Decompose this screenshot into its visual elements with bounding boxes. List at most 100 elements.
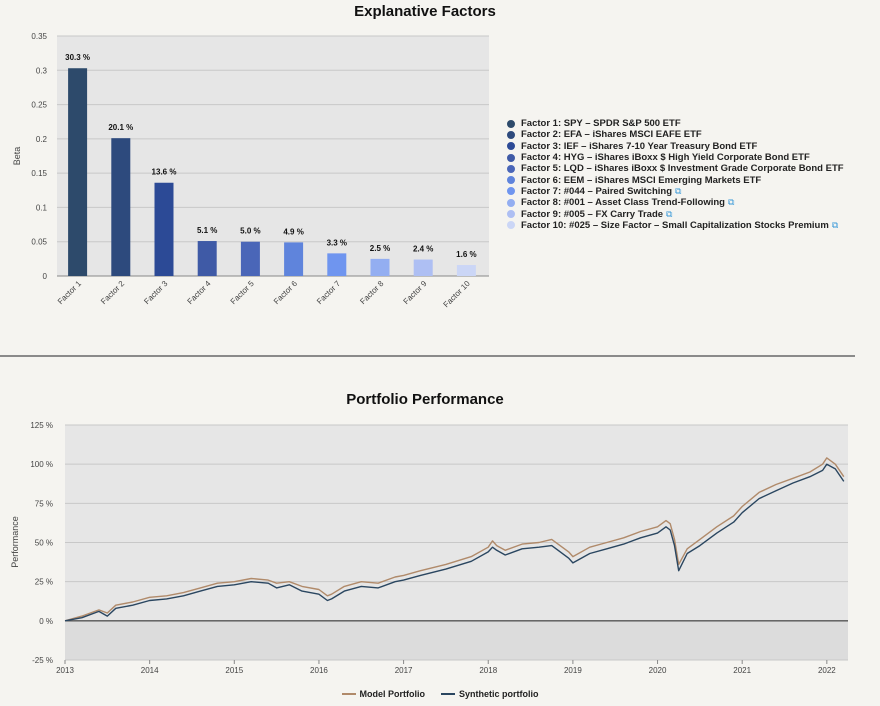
bar-data-label: 5.1 % xyxy=(197,226,217,235)
legend-label: Factor 9: #005 – FX Carry Trade xyxy=(521,208,664,220)
bar-data-labels: 30.3 % 20.1 % 13.6 % 5.1 % 5.0 % 4.9 % 3.3 % 2.… xyxy=(65,53,476,259)
line-y-tick-label: 100 % xyxy=(30,460,53,469)
bar-y-tick-label: 0.35 xyxy=(31,32,47,41)
legend-item-factor-10[interactable]: Factor 10: #025 – Size Factor – Small Ca… xyxy=(507,220,844,231)
legend-dot-icon xyxy=(507,142,515,151)
legend-label-synthetic: Synthetic portfolio xyxy=(459,689,539,699)
bar-factor-6[interactable] xyxy=(284,242,304,276)
legend-item-factor-6[interactable]: Factor 6: EEM – iShares MSCI Emerging Ma… xyxy=(507,174,844,186)
section-divider xyxy=(0,355,855,357)
line-x-tick-label: 2016 xyxy=(310,666,328,675)
legend-item-factor-9[interactable]: Factor 9: #005 – FX Carry Trade ⧉ xyxy=(507,208,844,220)
legend-label: Factor 7: #044 – Paired Switching xyxy=(521,185,672,197)
line-x-tick-label: 2018 xyxy=(479,666,497,675)
factor-legend: Factor 1: SPY – SPDR S&P 500 ETF Factor 2… xyxy=(507,118,844,231)
legend-dot-icon xyxy=(507,153,515,162)
line-x-tick-label: 2021 xyxy=(733,666,751,675)
legend-label: Factor 8: #001 – Asset Class Trend-Follo… xyxy=(521,197,725,209)
bar-data-label: 4.9 % xyxy=(283,227,303,236)
bar-y-axis-title: Beta xyxy=(12,147,22,166)
bar-data-label: 2.5 % xyxy=(370,244,390,253)
bar-y-tick-label: 0.05 xyxy=(31,238,47,247)
bar-data-label: 5.0 % xyxy=(240,227,260,236)
line-x-tick-label: 2013 xyxy=(56,666,74,675)
line-y-tick-label: 125 % xyxy=(30,421,53,430)
bar-data-label: 20.1 % xyxy=(108,123,133,132)
legend-item-model-portfolio[interactable]: Model Portfolio xyxy=(341,689,426,699)
bar-y-tick-label: 0.15 xyxy=(31,169,47,178)
legend-item-factor-2[interactable]: Factor 2: EFA – iShares MSCI EAFE ETF xyxy=(507,129,844,140)
legend-label: Factor 4: HYG – iShares iBoxx $ High Yie… xyxy=(521,152,810,164)
line-x-tick-label: 2022 xyxy=(818,666,836,675)
legend-swatch-synthetic xyxy=(441,693,455,695)
external-link-icon[interactable]: ⧉ xyxy=(727,197,735,208)
bar-y-tick-label: 0.2 xyxy=(36,135,48,144)
line-y-tick-label: 75 % xyxy=(35,499,53,508)
bar-factor-9[interactable] xyxy=(413,259,433,276)
bar-factor-3[interactable] xyxy=(154,182,174,276)
legend-label: Factor 3: IEF – iShares 7-10 Year Treasu… xyxy=(521,140,758,152)
line-x-tick-label: 2019 xyxy=(564,666,582,675)
line-x-tick-label: 2020 xyxy=(649,666,667,675)
legend-dot-icon xyxy=(507,198,515,207)
bar-factor-8[interactable] xyxy=(370,258,390,276)
legend-item-factor-1[interactable]: Factor 1: SPY – SPDR S&P 500 ETF xyxy=(507,118,844,129)
external-link-icon[interactable]: ⧉ xyxy=(675,185,682,196)
legend-label: Factor 2: EFA – iShares MSCI EAFE ETF xyxy=(521,129,702,141)
legend-dot-icon xyxy=(507,119,515,128)
bar-data-label: 30.3 % xyxy=(65,53,90,62)
bar-data-label: 2.4 % xyxy=(413,245,433,254)
legend-item-factor-7[interactable]: Factor 7: #044 – Paired Switching ⧉ xyxy=(507,186,844,197)
bar-factor-7[interactable] xyxy=(327,253,347,276)
external-link-icon[interactable]: ⧉ xyxy=(666,208,673,219)
bar-y-tick-label: 0.25 xyxy=(31,101,47,110)
legend-dot-icon xyxy=(507,221,515,230)
bar-factor-4[interactable] xyxy=(197,241,217,276)
legend-label: Factor 10: #025 – Size Factor – Small Ca… xyxy=(521,219,829,231)
bar-factor-10[interactable] xyxy=(456,265,476,276)
line-x-tick-label: 2015 xyxy=(225,666,243,675)
line-y-tick-label: -25 % xyxy=(32,656,53,665)
line-y-tick-label: 0 % xyxy=(39,617,53,626)
line-x-tick-label: 2014 xyxy=(141,666,159,675)
legend-label: Factor 1: SPY – SPDR S&P 500 ETF xyxy=(521,118,681,130)
line-y-axis: -25 % 0 % 25 % 50 % 75 % 100 % 125 % xyxy=(30,421,53,665)
bar-y-axis: 0 0.05 0.1 0.15 0.2 0.25 0.3 0.35 xyxy=(31,32,47,281)
legend-item-factor-4[interactable]: Factor 4: HYG – iShares iBoxx $ High Yie… xyxy=(507,152,844,163)
factors-bar-chart: 0 0.05 0.1 0.15 0.2 0.25 0.3 0.35 30.3 % 20.1 % 1… xyxy=(12,32,489,309)
bar-factor-2[interactable] xyxy=(111,138,131,276)
negative-region xyxy=(65,620,848,660)
legend-item-factor-3[interactable]: Factor 3: IEF – iShares 7-10 Year Treasu… xyxy=(507,141,844,152)
legend-dot-icon xyxy=(507,176,515,185)
legend-dot-icon xyxy=(507,187,515,196)
line-x-tick-label: 2017 xyxy=(395,666,413,675)
legend-dot-icon xyxy=(507,210,515,219)
legend-label: Factor 6: EEM – iShares MSCI Emerging Ma… xyxy=(521,174,762,186)
bar-y-tick-label: 0 xyxy=(43,272,48,281)
line-y-axis-title: Performance xyxy=(10,516,20,568)
bar-series xyxy=(68,68,476,276)
performance-legend: Model Portfolio Synthetic portfolio xyxy=(0,689,880,699)
line-series xyxy=(64,457,845,622)
legend-label-model: Model Portfolio xyxy=(359,689,426,699)
bar-factor-1[interactable] xyxy=(68,68,88,276)
legend-swatch-model xyxy=(341,693,356,695)
legend-dot-icon xyxy=(507,164,515,173)
line-y-tick-label: 25 % xyxy=(35,578,53,587)
bar-y-tick-label: 0.3 xyxy=(36,66,48,75)
legend-item-factor-5[interactable]: Factor 5: LQD – iShares iBoxx $ Investme… xyxy=(507,163,844,174)
bar-data-label: 3.3 % xyxy=(327,238,347,247)
bar-factor-5[interactable] xyxy=(240,241,260,276)
legend-item-factor-8[interactable]: Factor 8: #001 – Asset Class Trend-Follo… xyxy=(507,197,844,208)
external-link-icon[interactable]: ⧉ xyxy=(831,219,839,230)
bar-data-label: 13.6 % xyxy=(152,168,177,177)
synthetic-portfolio-line[interactable] xyxy=(64,463,845,622)
legend-item-synthetic-portfolio[interactable]: Synthetic portfolio xyxy=(441,689,539,699)
bar-data-label: 1.6 % xyxy=(456,250,476,259)
bar-y-tick-label: 0.1 xyxy=(36,203,48,212)
legend-label: Factor 5: LQD – iShares iBoxx $ Investme… xyxy=(521,163,844,175)
line-y-tick-label: 50 % xyxy=(35,539,53,548)
line-x-axis: 2013 2014 2015 2016 2017 2018 2019 2020 2021 2022 xyxy=(56,660,836,675)
model-portfolio-line[interactable] xyxy=(64,457,845,622)
